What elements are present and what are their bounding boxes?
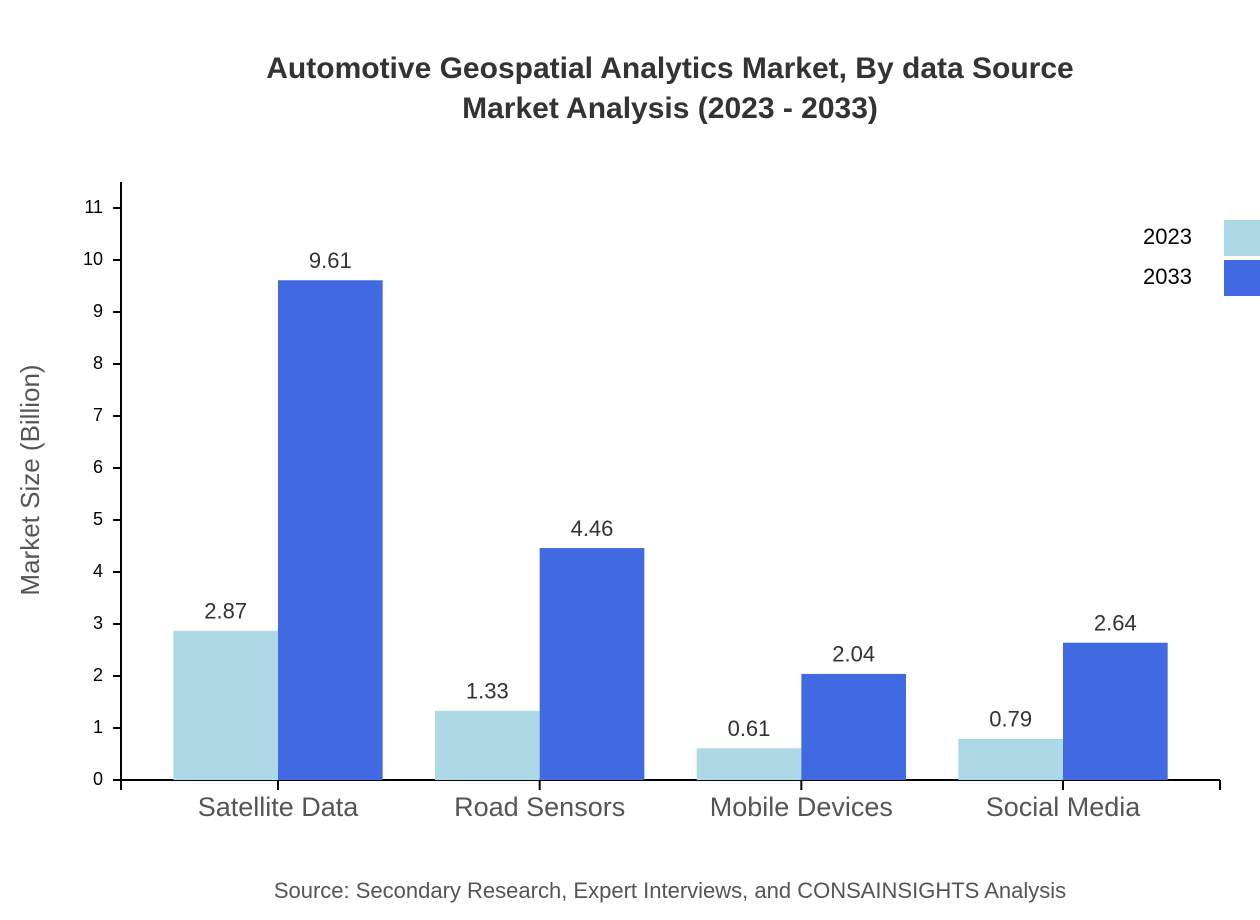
chart-title: Automotive Geospatial Analytics Market, … [266,52,1073,85]
bar [958,738,1063,780]
value-label: 4.46 [571,516,614,541]
y-tick-label: 3 [93,613,103,633]
y-tick-label: 8 [93,353,103,373]
y-tick-label: 1 [93,717,103,737]
value-label: 9.61 [309,248,352,273]
y-tick-label: 5 [93,509,103,529]
x-tick-label: Social Media [986,792,1142,822]
y-tick-label: 6 [93,457,103,477]
chart-subtitle: Market Analysis (2023 - 2033) [462,92,878,125]
bar [801,673,906,780]
bar [435,710,540,780]
legend-label: 2033 [1143,264,1192,289]
value-label: 1.33 [466,679,509,704]
bar [278,280,383,780]
y-tick-label: 0 [93,769,103,789]
x-tick-label: Road Sensors [454,792,625,822]
bar [173,630,278,780]
x-tick-label: Mobile Devices [710,792,893,822]
y-tick-label: 7 [93,405,103,425]
y-axis-label: Market Size (Billion) [15,364,45,595]
value-label: 0.79 [989,707,1032,732]
legend-label: 2023 [1143,224,1192,249]
bar [539,548,645,780]
y-tick-label: 4 [93,561,103,581]
y-tick-label: 9 [93,301,103,321]
y-tick-label: 11 [84,197,103,217]
source-note: Source: Secondary Research, Expert Inter… [274,878,1066,903]
bar [1063,642,1168,780]
y-tick-label: 10 [83,249,103,269]
x-tick-label: Satellite Data [198,792,360,822]
value-label: 2.64 [1094,611,1137,636]
legend-swatch [1224,260,1260,296]
value-label: 0.61 [728,716,771,741]
value-label: 2.04 [832,642,875,667]
y-tick-label: 2 [93,665,103,685]
bar [696,748,802,780]
value-label: 2.87 [204,599,247,624]
legend-swatch [1224,220,1260,256]
